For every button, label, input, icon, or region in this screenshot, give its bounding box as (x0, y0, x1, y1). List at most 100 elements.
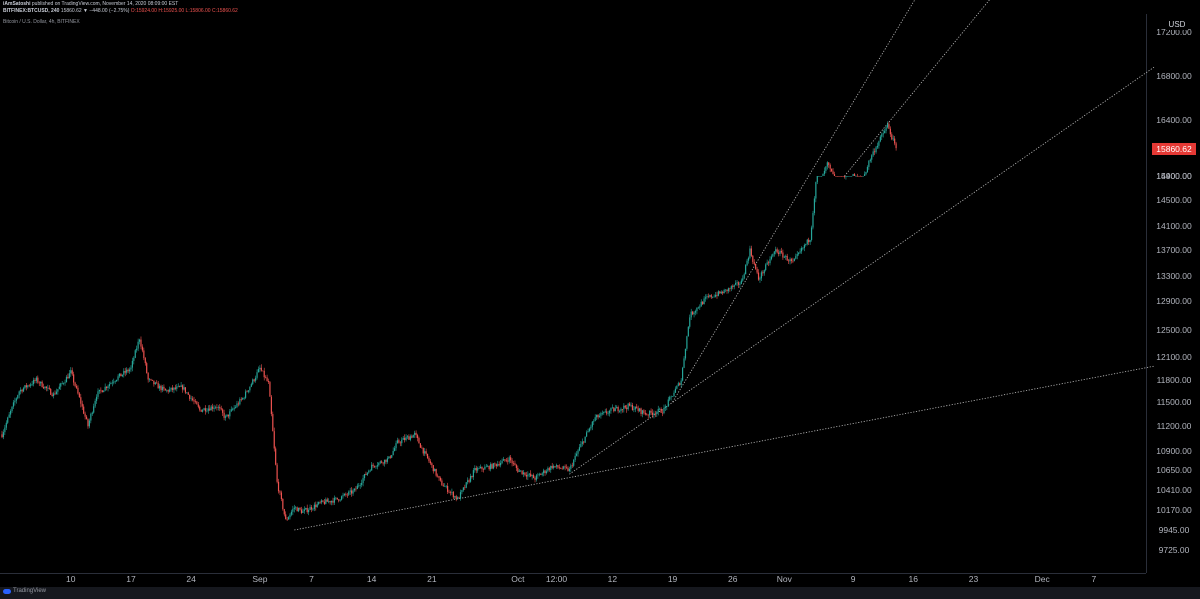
candle (739, 281, 741, 289)
candle (732, 284, 734, 290)
candle (391, 454, 393, 459)
candle (363, 473, 366, 481)
candle (90, 412, 92, 424)
candle (369, 469, 371, 473)
candle (564, 464, 566, 471)
candle (855, 175, 857, 177)
candle (518, 469, 520, 472)
candle (517, 465, 519, 473)
candle (323, 498, 325, 506)
candle (740, 278, 742, 285)
candle (873, 148, 876, 156)
candle (554, 466, 556, 468)
tradingview-brand: TradingView (13, 588, 47, 594)
candle (177, 383, 179, 388)
candle (512, 460, 515, 466)
candle (640, 407, 642, 417)
candle (800, 246, 803, 254)
candle (462, 487, 464, 492)
x-tick-label: 9 (851, 574, 856, 584)
candle (213, 404, 215, 412)
candle (597, 414, 599, 420)
candle (114, 380, 116, 384)
candle (326, 497, 328, 502)
y-tick-label: 11500.00 (1157, 397, 1192, 407)
candle (716, 291, 718, 299)
candle (386, 456, 389, 464)
candle (11, 406, 13, 413)
candle (604, 408, 606, 413)
candle (785, 254, 787, 260)
candle (525, 471, 528, 480)
candle (742, 275, 744, 282)
trendline-3 (672, 0, 916, 403)
candle (424, 448, 426, 457)
candle (487, 464, 489, 468)
candle (68, 369, 70, 379)
candle (164, 388, 166, 391)
candle (250, 382, 252, 388)
candle (574, 452, 576, 462)
candle (356, 483, 358, 490)
candle (714, 292, 717, 298)
x-tick-label: 12 (608, 574, 618, 584)
tradingview-logo[interactable]: TradingView (3, 588, 46, 594)
candle (856, 173, 859, 177)
candle (469, 473, 472, 483)
candle (124, 367, 126, 377)
symbol-label: BITFINEX:BTCUSD, 240 (3, 8, 60, 14)
candle (894, 135, 896, 146)
candle (260, 364, 262, 372)
candle (578, 443, 581, 452)
candle (7, 416, 9, 425)
candle (575, 451, 578, 457)
candle (799, 248, 801, 254)
candle (184, 387, 187, 395)
candle (346, 492, 348, 498)
candle (843, 176, 846, 179)
candle (277, 478, 280, 494)
candle (673, 390, 675, 398)
candle (643, 409, 645, 415)
candle (71, 367, 73, 376)
candle (770, 254, 773, 261)
candle (637, 405, 639, 413)
candle (405, 434, 407, 442)
candle (272, 411, 274, 432)
candle (842, 176, 844, 177)
candle (120, 373, 122, 377)
candle (110, 381, 112, 385)
candle (303, 506, 305, 514)
candle (58, 383, 60, 390)
candle (777, 249, 780, 257)
candle (349, 487, 351, 496)
candle (669, 395, 671, 402)
candle (329, 500, 331, 505)
candle (610, 407, 612, 414)
candle (495, 463, 497, 469)
candle (690, 308, 692, 321)
candle (216, 404, 218, 411)
candle (282, 498, 284, 511)
candle (339, 498, 341, 502)
candle (267, 378, 270, 385)
candle (227, 414, 229, 419)
candle (147, 372, 149, 383)
candle (498, 461, 500, 467)
candle (620, 407, 622, 414)
candle (279, 490, 281, 496)
candle (296, 506, 298, 512)
candle (104, 383, 106, 392)
candle (505, 458, 507, 463)
candle (358, 482, 360, 488)
candle (449, 490, 452, 496)
footer-bar: TradingView (0, 587, 1200, 599)
candle (408, 434, 410, 440)
y-tick-label: 14500.00 (1156, 195, 1192, 205)
candle (372, 462, 374, 468)
price-chart[interactable]: 9725.00 9945.00 10170.00 10410.00 10650.00 10… (0, 0, 1200, 587)
candle (24, 385, 26, 390)
candle (656, 410, 658, 417)
candle (97, 388, 99, 400)
candle (616, 405, 618, 409)
